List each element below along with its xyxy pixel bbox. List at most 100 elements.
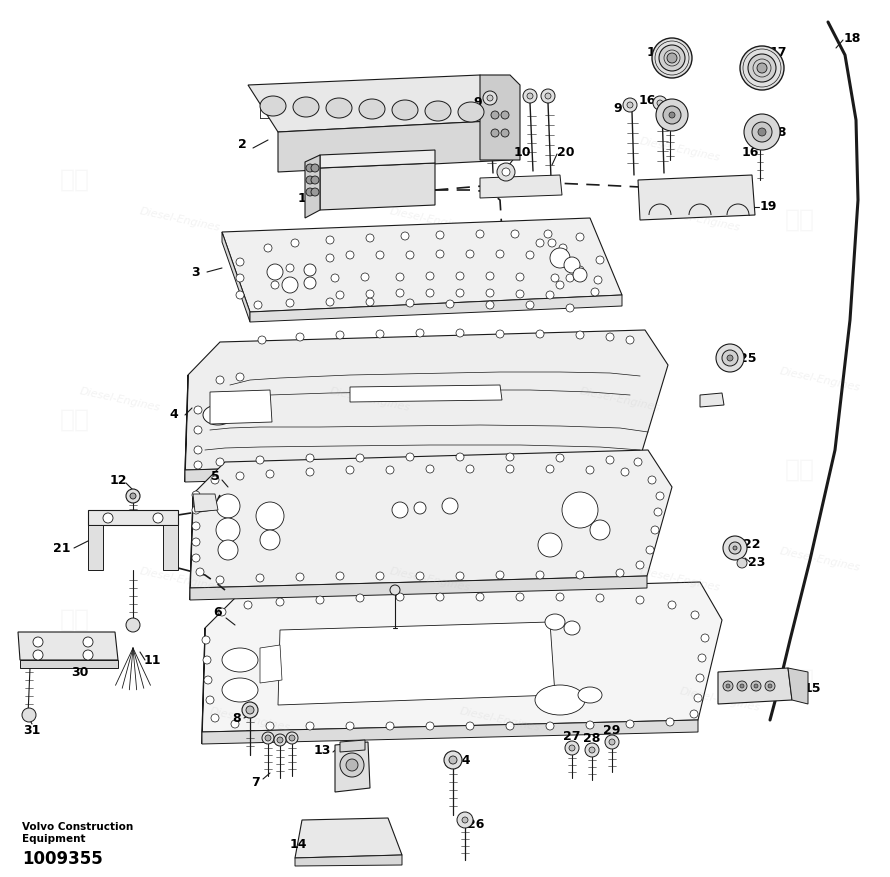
Text: Diesel-Engines: Diesel-Engines <box>389 207 472 233</box>
Text: Diesel-Engines: Diesel-Engines <box>139 207 222 233</box>
Circle shape <box>346 251 354 259</box>
Polygon shape <box>480 75 520 160</box>
Circle shape <box>737 681 747 691</box>
Text: 27: 27 <box>563 730 581 743</box>
Text: 29: 29 <box>603 724 620 737</box>
Circle shape <box>536 239 544 247</box>
Circle shape <box>546 465 554 473</box>
Text: 31: 31 <box>23 724 41 737</box>
Circle shape <box>511 230 519 238</box>
Circle shape <box>566 258 574 266</box>
Text: 24: 24 <box>453 753 471 766</box>
Circle shape <box>211 714 219 722</box>
Circle shape <box>216 518 240 542</box>
Circle shape <box>386 722 394 730</box>
Circle shape <box>306 164 314 172</box>
Circle shape <box>729 542 741 554</box>
Text: 15: 15 <box>804 681 821 695</box>
Circle shape <box>216 576 224 584</box>
Circle shape <box>340 753 364 777</box>
Circle shape <box>346 722 354 730</box>
Circle shape <box>406 453 414 461</box>
Circle shape <box>376 251 384 259</box>
Circle shape <box>516 290 524 298</box>
Polygon shape <box>202 582 722 732</box>
Circle shape <box>218 608 226 616</box>
Circle shape <box>206 696 214 704</box>
Circle shape <box>690 710 698 718</box>
Polygon shape <box>340 740 365 752</box>
Circle shape <box>564 257 580 273</box>
Circle shape <box>653 96 667 110</box>
Circle shape <box>751 681 761 691</box>
Circle shape <box>22 708 36 722</box>
Circle shape <box>256 574 264 582</box>
Circle shape <box>626 720 634 728</box>
Circle shape <box>262 732 274 744</box>
Circle shape <box>192 538 200 546</box>
Circle shape <box>242 702 258 718</box>
Circle shape <box>502 168 510 176</box>
Circle shape <box>296 573 304 581</box>
Circle shape <box>386 466 394 474</box>
Circle shape <box>744 114 780 150</box>
Circle shape <box>585 743 599 757</box>
Circle shape <box>194 426 202 434</box>
Circle shape <box>390 585 400 595</box>
Circle shape <box>276 598 284 606</box>
Circle shape <box>626 336 634 344</box>
Text: Diesel-Engines: Diesel-Engines <box>139 567 222 594</box>
Circle shape <box>244 601 252 609</box>
Text: Diesel-Engines: Diesel-Engines <box>639 567 721 594</box>
Circle shape <box>192 554 200 562</box>
Circle shape <box>356 594 364 602</box>
Circle shape <box>336 572 344 580</box>
Circle shape <box>236 258 244 266</box>
Circle shape <box>442 498 458 514</box>
Circle shape <box>258 336 266 344</box>
Circle shape <box>627 102 633 108</box>
Circle shape <box>267 264 283 280</box>
Circle shape <box>576 266 584 274</box>
Circle shape <box>277 737 283 743</box>
Circle shape <box>416 329 424 337</box>
Text: 4: 4 <box>170 409 178 422</box>
Text: 9: 9 <box>473 96 482 110</box>
Circle shape <box>576 233 584 241</box>
Circle shape <box>396 593 404 601</box>
Text: 28: 28 <box>583 731 601 745</box>
Polygon shape <box>190 450 672 588</box>
Circle shape <box>192 491 200 499</box>
Circle shape <box>426 722 434 730</box>
Circle shape <box>594 276 602 284</box>
Circle shape <box>546 291 554 299</box>
Text: Diesel-Engines: Diesel-Engines <box>458 707 541 733</box>
Polygon shape <box>278 120 510 172</box>
Ellipse shape <box>326 98 352 118</box>
Ellipse shape <box>392 100 418 120</box>
Circle shape <box>446 300 454 308</box>
Circle shape <box>486 272 494 280</box>
Circle shape <box>486 289 494 297</box>
Circle shape <box>306 188 314 196</box>
Circle shape <box>586 466 594 474</box>
Polygon shape <box>260 645 282 683</box>
Circle shape <box>754 684 758 688</box>
Text: 8: 8 <box>232 711 241 724</box>
Polygon shape <box>202 628 205 744</box>
Text: 6: 6 <box>214 607 222 619</box>
Circle shape <box>696 674 704 682</box>
Circle shape <box>204 676 212 684</box>
Text: 23: 23 <box>748 555 765 568</box>
Circle shape <box>331 274 339 282</box>
Circle shape <box>286 299 294 307</box>
Text: Diesel-Engines: Diesel-Engines <box>659 207 741 233</box>
Circle shape <box>366 234 374 242</box>
Circle shape <box>576 331 584 339</box>
Circle shape <box>573 268 587 282</box>
Text: Diesel-Engines: Diesel-Engines <box>209 707 291 733</box>
Circle shape <box>396 273 404 281</box>
Circle shape <box>722 350 738 366</box>
Ellipse shape <box>458 102 484 122</box>
Text: 14: 14 <box>289 838 307 852</box>
